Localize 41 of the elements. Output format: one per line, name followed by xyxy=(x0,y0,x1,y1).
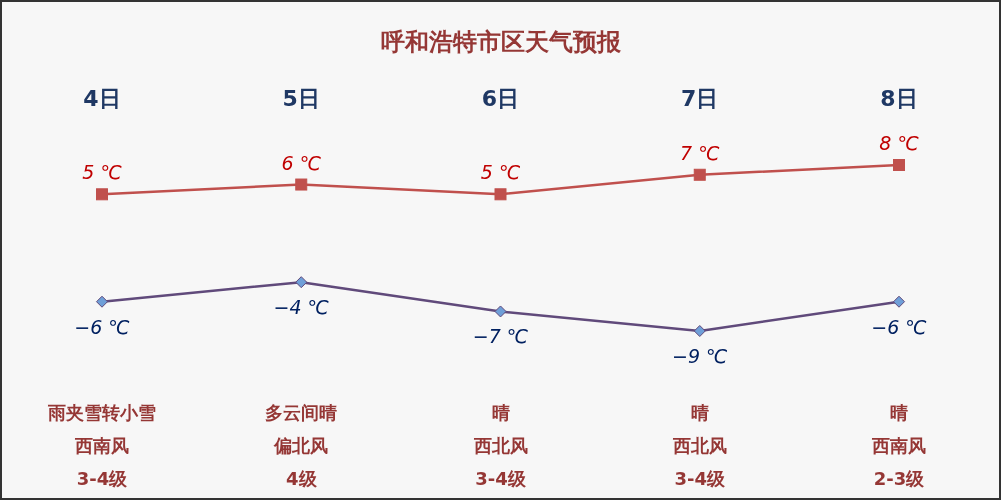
point xyxy=(494,305,507,318)
point xyxy=(96,188,108,201)
x-tick-label: 8日 xyxy=(880,85,918,111)
data-label: 6 ℃ xyxy=(281,151,322,174)
text: 偏北风 xyxy=(273,434,329,456)
x-tick-label: 6日 xyxy=(481,85,520,111)
data-label: −9 ℃ xyxy=(672,345,729,367)
text: 西北风 xyxy=(472,434,528,456)
x-tick-label: 7日 xyxy=(681,85,719,111)
data-label: 7 ℃ xyxy=(680,141,721,164)
data-label: 8 ℃ xyxy=(879,132,920,154)
point xyxy=(295,276,308,289)
text: 西南风 xyxy=(871,434,926,456)
text: 2-3级 xyxy=(873,467,926,489)
text: 晴 xyxy=(890,401,908,423)
text: 西南风 xyxy=(74,434,129,456)
point xyxy=(693,168,706,181)
data-label: −4 ℃ xyxy=(273,296,330,319)
data-label: 5 ℃ xyxy=(82,161,123,184)
point xyxy=(893,159,905,171)
text: 雨夹雪转小雪 xyxy=(47,401,156,423)
text: 3-4级 xyxy=(76,467,129,489)
text: 3-4级 xyxy=(674,467,726,489)
text: 晴 xyxy=(690,401,709,423)
point xyxy=(295,178,308,191)
point xyxy=(893,295,905,308)
text: 多云间晴 xyxy=(265,401,338,423)
point xyxy=(96,295,108,308)
data-label: −6 ℃ xyxy=(74,315,131,338)
point xyxy=(693,325,706,337)
text: 晴 xyxy=(491,401,510,423)
x-tick-label: 5日 xyxy=(282,85,320,111)
x-tick-label: 4日 xyxy=(83,85,121,111)
data-label: 5 ℃ xyxy=(480,161,521,184)
text: 4级 xyxy=(285,467,318,489)
text: 西北风 xyxy=(671,434,727,456)
chart-title: 呼和浩特市区天气预报 xyxy=(380,28,622,56)
text: 3-4级 xyxy=(475,467,527,489)
data-label: −7 ℃ xyxy=(472,325,529,348)
point xyxy=(494,188,507,201)
data-label: −6 ℃ xyxy=(871,315,928,338)
